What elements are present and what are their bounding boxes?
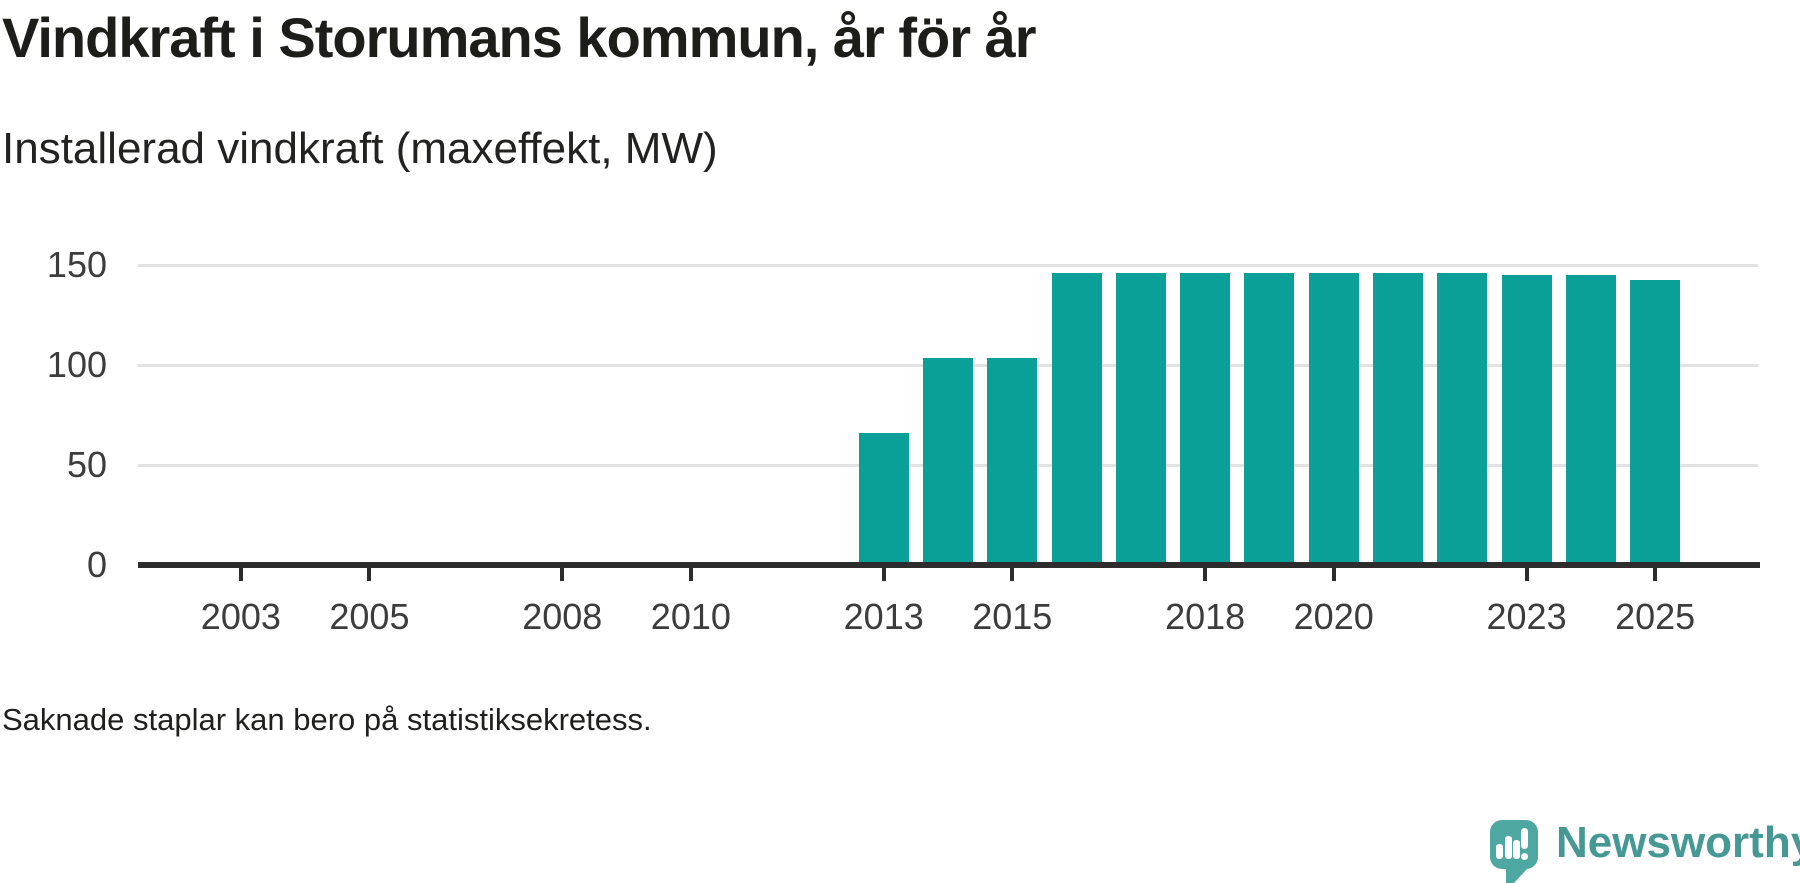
x-tick-label: 2003: [200, 596, 281, 637]
x-tick-label: 2025: [1615, 596, 1696, 637]
bar-2015: [987, 358, 1038, 562]
x-tick-label: 2013: [843, 596, 924, 637]
bar-2020: [1308, 273, 1359, 562]
x-tick: [1010, 568, 1015, 581]
y-tick-label: 100: [46, 344, 107, 385]
x-tick: [688, 568, 693, 581]
speech-bubble-tail: [1506, 868, 1528, 883]
logo-bar-icon: [1496, 844, 1503, 859]
missing-data-footnote: Saknade staplar kan bero på statistiksek…: [2, 702, 652, 737]
x-tick: [881, 568, 886, 581]
x-tick-label: 2023: [1486, 596, 1567, 637]
x-tick: [238, 568, 243, 581]
bar-2018: [1180, 273, 1231, 562]
bar-2019: [1244, 273, 1295, 562]
x-tick: [1653, 568, 1658, 581]
chart-subtitle: Installerad vindkraft (maxeffekt, MW): [2, 124, 718, 173]
bar-2017: [1115, 273, 1166, 562]
x-tick-label: 2008: [522, 596, 603, 637]
logo-exclamation-icon: [1521, 828, 1528, 849]
x-tick-label: 2020: [1293, 596, 1374, 637]
bar-2016: [1051, 273, 1102, 562]
chart-title: Vindkraft i Storumans kommun, år för år: [2, 6, 1037, 69]
bar-2023: [1501, 275, 1552, 562]
x-tick: [1524, 568, 1529, 581]
x-tick-label: 2018: [1165, 596, 1246, 637]
logo-exclamation-dot-icon: [1521, 853, 1528, 860]
x-axis-line: [138, 562, 1760, 568]
y-tick-label: 50: [66, 444, 107, 485]
x-tick: [560, 568, 565, 581]
y-gridline: [138, 264, 1758, 267]
x-tick-label: 2005: [329, 596, 410, 637]
logo-bar-icon: [1504, 836, 1512, 859]
bar-2014: [923, 358, 973, 562]
newsworthy-speech-bubble-icon: [1490, 820, 1538, 883]
y-tick-label: 0: [86, 544, 107, 585]
bar-2024: [1565, 275, 1616, 562]
bar-2022: [1437, 273, 1488, 562]
x-tick: [1331, 568, 1336, 581]
y-tick-label: 150: [46, 244, 107, 285]
x-tick-label: 2015: [972, 596, 1053, 637]
x-tick: [367, 568, 372, 581]
brand-name: Newsworthy: [1556, 818, 1800, 867]
x-tick-label: 2010: [650, 596, 731, 637]
bar-2021: [1373, 273, 1423, 562]
x-tick: [1203, 568, 1208, 581]
bar-2013: [858, 433, 909, 562]
logo-bar-icon: [1513, 840, 1520, 859]
bar-2025: [1630, 280, 1681, 562]
brand-logo: Newsworthy: [1490, 818, 1800, 883]
